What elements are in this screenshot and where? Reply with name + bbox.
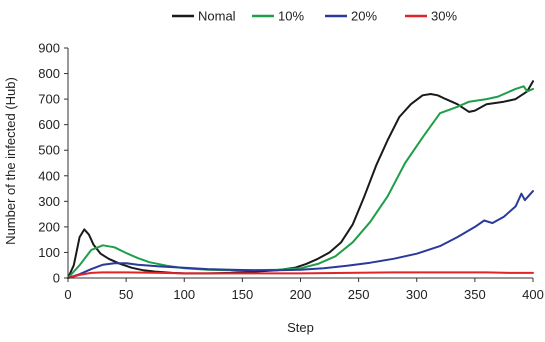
y-tick-label: 700	[38, 92, 60, 107]
x-tick-label: 0	[64, 287, 71, 302]
y-axis: 0 100 200 300 400 500 600 700 800 900	[38, 41, 69, 286]
legend-label: 30%	[431, 9, 457, 24]
x-tick-label: 400	[522, 287, 544, 302]
x-tick-label: 300	[406, 287, 428, 302]
legend-label: 10%	[278, 9, 304, 24]
series-line-20pct	[67, 190, 534, 279]
x-tick-label: 350	[464, 287, 486, 302]
x-tick-label: 50	[119, 287, 133, 302]
y-tick-label: 900	[38, 41, 60, 56]
legend-label: 20%	[351, 9, 377, 24]
series-line-10pct	[67, 85, 534, 279]
y-tick-label: 100	[38, 245, 60, 260]
x-tick-label: 250	[348, 287, 370, 302]
y-tick-label: 0	[53, 271, 60, 286]
y-axis-title: Number of the infected (Hub)	[3, 77, 18, 245]
y-tick-label: 200	[38, 219, 60, 234]
series-line-30pct	[67, 271, 534, 279]
y-tick-label: 800	[38, 66, 60, 81]
series-line-nomal	[67, 80, 534, 279]
x-axis: 0 50 100 150 200 250 300 350 400	[64, 277, 544, 302]
y-tick-label: 600	[38, 117, 60, 132]
y-tick-label: 400	[38, 168, 60, 183]
legend: Nomal 10% 20% 30%	[172, 9, 457, 24]
y-tick-label: 500	[38, 143, 60, 158]
x-tick-label: 200	[290, 287, 312, 302]
x-tick-label: 100	[173, 287, 195, 302]
plot-area	[67, 80, 534, 279]
x-axis-title: Step	[287, 320, 314, 335]
y-tick-label: 300	[38, 194, 60, 209]
legend-label: Nomal	[198, 9, 236, 24]
x-tick-label: 150	[232, 287, 254, 302]
